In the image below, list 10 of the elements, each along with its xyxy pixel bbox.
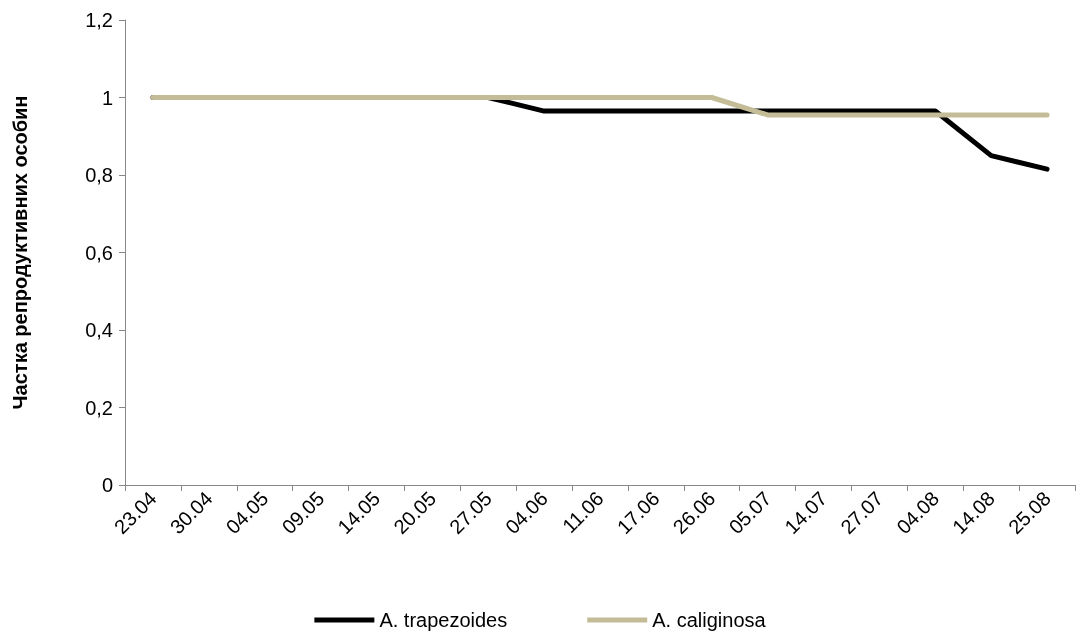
y-tick-label: 0,2 (85, 396, 113, 419)
y-tick-label: 0 (101, 474, 113, 496)
y-tick-label: 1,2 (85, 9, 113, 31)
y-tick-label: 0,6 (85, 241, 113, 264)
y-tick-label: 0,8 (85, 164, 113, 186)
legend-label: A. caliginosa (652, 609, 767, 631)
legend-label: A. trapezoides (379, 609, 508, 631)
y-axis-title: Частка репродуктивних особин (9, 95, 31, 410)
y-tick-label: 0,4 (85, 319, 113, 341)
y-tick-label: 1 (101, 86, 113, 109)
